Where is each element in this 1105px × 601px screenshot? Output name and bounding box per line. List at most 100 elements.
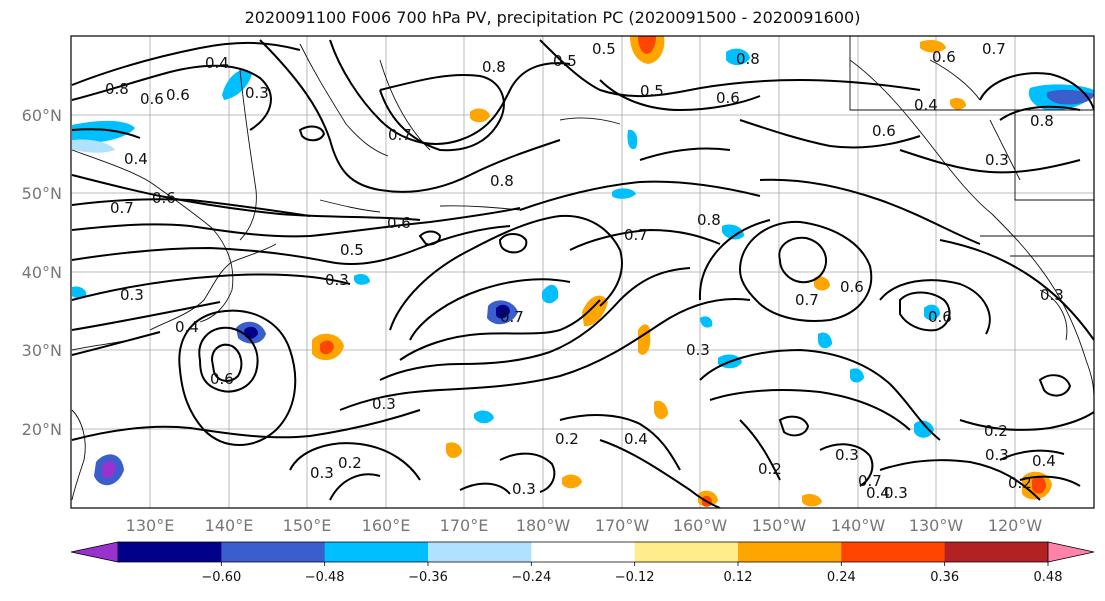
contour-label: 0.4 xyxy=(175,318,199,336)
lon-label: 180°W xyxy=(516,516,571,535)
contour-label: 0.3 xyxy=(985,151,1009,169)
contour-label: 0.5 xyxy=(340,241,364,259)
colorbar-segment xyxy=(841,542,946,562)
colorbar-tick-label: −0.60 xyxy=(201,570,241,585)
colorbar-segment xyxy=(118,542,222,562)
contour-label: 0.6 xyxy=(932,48,956,66)
map-frame xyxy=(70,35,1095,509)
contour-label: 0.5 xyxy=(553,52,577,70)
lon-label: 120°W xyxy=(988,516,1043,535)
contour-label: 0.3 xyxy=(325,271,349,289)
contour-label: 0.7 xyxy=(500,308,524,326)
colorbar-tick-label: 0.12 xyxy=(724,570,753,585)
colorbar-segment xyxy=(944,542,1049,562)
contour-label: 0.3 xyxy=(1040,286,1064,304)
contour-label: 0.3 xyxy=(310,464,334,482)
contour-label: 0.5 xyxy=(592,40,616,58)
contour-label: 0.3 xyxy=(835,446,859,464)
lon-label: 130°E xyxy=(126,516,175,535)
colorbar-tick-label: 0.48 xyxy=(1034,570,1063,585)
gridlines xyxy=(71,36,1094,508)
contour-label: 0.7 xyxy=(110,199,134,217)
contour-label: 0.7 xyxy=(795,291,819,309)
contour-label: 0.8 xyxy=(482,58,506,76)
contour-label: 0.8 xyxy=(697,211,721,229)
contour-label: 0.2 xyxy=(758,460,782,478)
contour-label: 0.2 xyxy=(984,422,1008,440)
colorbar-tick-label: −0.36 xyxy=(408,570,448,585)
lon-label: 160°E xyxy=(362,516,411,535)
contour-label: 0.8 xyxy=(490,172,514,190)
longitude-labels: 130°E 140°E 150°E 160°E 170°E 180°W 170°… xyxy=(126,516,1043,535)
colorbar-segment xyxy=(221,542,326,562)
contour-label: 0.4 xyxy=(914,96,938,114)
colorbar-tick-label: −0.48 xyxy=(305,570,345,585)
contour-label: 0.2 xyxy=(555,430,579,448)
lat-label: 20°N xyxy=(22,420,62,439)
contour-label: 0.2 xyxy=(338,454,362,472)
colorbar-tick-label: −0.24 xyxy=(511,570,551,585)
latitude-labels: 60°N 50°N 40°N 30°N 20°N xyxy=(22,106,62,439)
contour-label: 0.5 xyxy=(640,82,664,100)
contour-label: 0.8 xyxy=(1030,112,1054,130)
colorbar-segment xyxy=(428,542,532,562)
colorbar-segment xyxy=(324,542,429,562)
contour-label: 0.6 xyxy=(140,90,164,108)
lat-label: 30°N xyxy=(22,341,62,360)
contour-label: 0.7 xyxy=(982,40,1006,58)
contour-label: 0.6 xyxy=(166,86,190,104)
lon-label: 150°E xyxy=(283,516,332,535)
lat-label: 40°N xyxy=(22,263,62,282)
contour-label: 0.8 xyxy=(105,80,129,98)
pv-contours xyxy=(71,39,1094,508)
colorbar-frame xyxy=(118,541,1048,563)
contour-label: 0.4 xyxy=(205,54,229,72)
lat-label: 60°N xyxy=(22,106,62,125)
colorbar-tick-label: 0.24 xyxy=(827,570,856,585)
colorbar-tick-label: 0.36 xyxy=(930,570,959,585)
contour-label: 0.8 xyxy=(736,50,760,68)
lon-label: 160°W xyxy=(673,516,728,535)
contour-label: 0.6 xyxy=(152,189,176,207)
colorbar-extend-low xyxy=(70,541,119,563)
precipitation-anomaly-shading xyxy=(72,36,1094,507)
contour-label: 0.7 xyxy=(858,472,882,490)
colorbar-segment xyxy=(738,542,842,562)
lon-label: 140°W xyxy=(831,516,886,535)
contour-label: 0.4 xyxy=(624,430,648,448)
contour-label: 0.3 xyxy=(985,446,1009,464)
lon-label: 130°W xyxy=(909,516,964,535)
contour-label: 0.4 xyxy=(124,150,148,168)
lat-label: 50°N xyxy=(22,184,62,203)
contour-label: 0.4 xyxy=(1032,452,1056,470)
lon-label: 140°E xyxy=(205,516,254,535)
contour-label: 0.6 xyxy=(716,89,740,107)
lon-label: 170°E xyxy=(440,516,489,535)
contour-label: 0.6 xyxy=(210,370,234,388)
lon-label: 170°W xyxy=(595,516,650,535)
contour-label: 0.3 xyxy=(884,484,908,502)
contour-label: 0.3 xyxy=(512,480,536,498)
contour-label: 0.7 xyxy=(388,126,412,144)
map-title: 2020091100 F006 700 hPa PV, precipitatio… xyxy=(244,8,861,27)
colorbar-segment xyxy=(634,542,739,562)
colorbar-ticks: −0.60 −0.48 −0.36 −0.24 −0.12 0.12 0.24 0.36 0.4… xyxy=(201,562,1063,585)
contour-label: 0.3 xyxy=(372,395,396,413)
pv-contour-labels: 0.5 0.4 0.3 0.8 0.6 0.6 0.5 0.5 0.6 0.7 … xyxy=(105,40,1064,502)
colorbar xyxy=(70,541,1095,563)
contour-label: 0.3 xyxy=(245,84,269,102)
contour-label: 0.3 xyxy=(686,341,710,359)
lon-label: 150°W xyxy=(752,516,807,535)
colorbar-segment xyxy=(531,542,636,562)
contour-label: 0.6 xyxy=(928,308,952,326)
contour-label: 0.6 xyxy=(840,278,864,296)
contour-label: 0.6 xyxy=(872,122,896,140)
contour-label: 0.4 xyxy=(866,484,890,502)
colorbar-extend-high xyxy=(1047,541,1095,563)
contour-label: 0.2 xyxy=(1008,474,1032,492)
contour-label: 0.6 xyxy=(387,214,411,232)
coastlines xyxy=(71,36,1094,501)
colorbar-tick-label: −0.12 xyxy=(615,570,655,585)
contour-label: 0.7 xyxy=(624,226,648,244)
